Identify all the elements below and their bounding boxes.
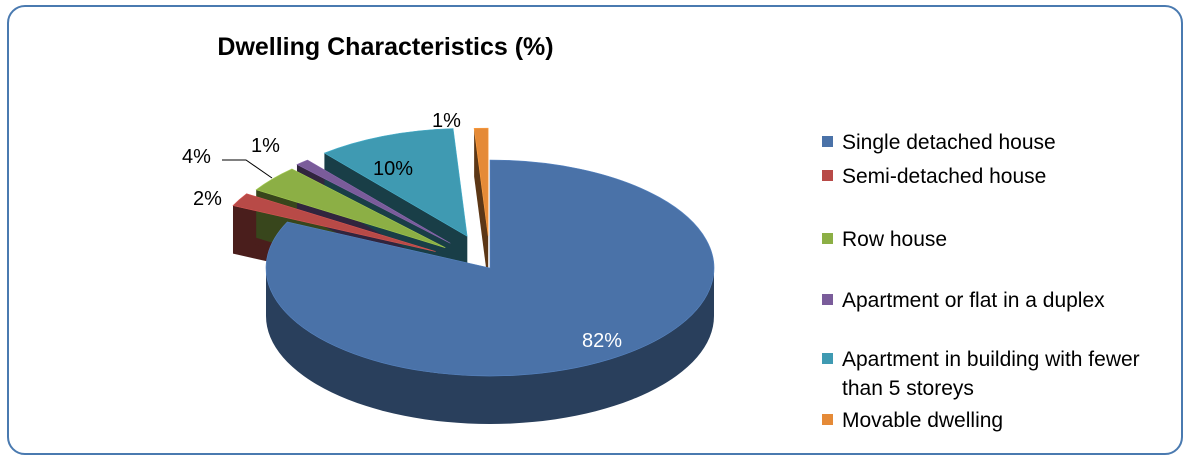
leader-line-row-house: [222, 159, 273, 179]
data-label-duplex: 1%: [251, 135, 280, 157]
data-label-single-detached: 82%: [582, 330, 623, 352]
legend-swatch-apartment-lt5: [822, 353, 833, 364]
chart-title: Dwelling Characteristics (%): [217, 33, 554, 61]
slice-movable: [473, 127, 489, 237]
legend-swatch-single-detached: [822, 136, 833, 147]
legend-item-single-detached: Single detached house: [822, 128, 1162, 157]
legend-swatch-semi-detached: [822, 170, 833, 181]
slice-wall-movable: [474, 128, 489, 285]
slice-single-detached: [265, 159, 715, 377]
legend-swatch-movable: [822, 414, 833, 425]
legend-label-apartment-lt5: Apartment in building with fewer than 5 …: [842, 348, 1140, 400]
slice-wall-apartment-lt5: [324, 153, 468, 285]
legend-item-semi-detached: Semi-detached house: [822, 162, 1162, 191]
legend-label-movable: Movable dwelling: [842, 409, 1004, 432]
legend-label-row-house: Row house: [842, 228, 948, 251]
data-label-row-house: 4%: [182, 146, 211, 168]
legend-label-semi-detached: Semi-detached house: [842, 165, 1047, 188]
legend-item-row-house: Row house: [822, 225, 1162, 254]
legend-item-duplex: Apartment or flat in a duplex: [822, 286, 1162, 315]
slice-row-house: [255, 168, 446, 248]
slice-side-single-detached: [266, 268, 714, 424]
slice-duplex: [296, 159, 451, 244]
slice-apartment-lt5: [323, 128, 468, 237]
legend-label-duplex: Apartment or flat in a duplex: [842, 289, 1105, 312]
slice-semi-detached: [232, 193, 436, 252]
data-label-movable: 1%: [432, 110, 461, 132]
legend-swatch-duplex: [822, 294, 833, 305]
legend-item-apartment-lt5: Apartment in building with fewer than 5 …: [822, 345, 1162, 403]
data-label-semi-detached: 2%: [193, 188, 222, 210]
legend-label-single-detached: Single detached house: [842, 131, 1056, 154]
data-label-apartment-lt5: 10%: [373, 158, 414, 180]
legend-swatch-row-house: [822, 233, 833, 244]
legend-item-movable: Movable dwelling: [822, 406, 1162, 435]
